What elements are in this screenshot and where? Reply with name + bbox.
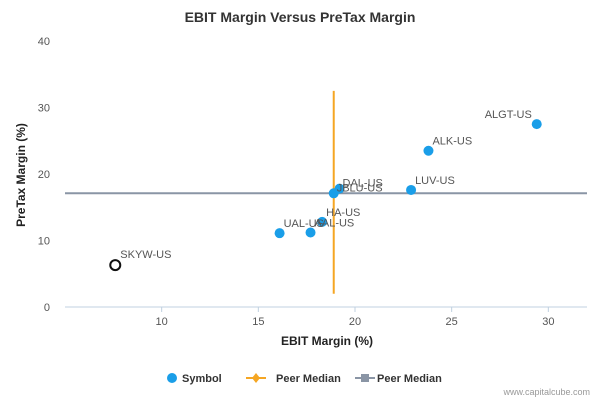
x-tick-label: 20 (349, 316, 361, 328)
data-point-label: AAL-US (315, 218, 355, 230)
credit-text: www.capitalcube.com (502, 387, 590, 397)
legend: Symbol Peer Median Peer Median (167, 373, 442, 385)
data-point-label: ALGT-US (485, 109, 532, 121)
legend-item-label: Symbol (182, 373, 222, 385)
legend-peer-median-square (361, 374, 369, 382)
data-point (328, 188, 339, 199)
plot-area: 10 15 20 25 30 0 10 20 30 40 ALGT-US ALK-US LUV-US DA… (38, 36, 587, 328)
highlight-point-label: SKYW-US (120, 249, 171, 261)
data-point (423, 145, 434, 156)
highlight-point (109, 259, 122, 272)
y-tick-label: 10 (38, 236, 50, 248)
y-axis-label: PreTax Margin (%) (14, 123, 28, 227)
x-tick-label: 25 (446, 316, 458, 328)
data-point-label: LUV-US (415, 175, 455, 187)
x-tick-label: 15 (252, 316, 264, 328)
data-point (531, 119, 542, 130)
y-tick-label: 20 (38, 169, 50, 181)
data-point (406, 184, 417, 195)
data-point-label: DAL-US (343, 178, 383, 190)
data-point (274, 228, 285, 239)
data-point-label: ALK-US (432, 136, 472, 148)
y-tick-label: 30 (38, 103, 50, 115)
data-point (305, 227, 316, 238)
data-point-label: JBLU-US (337, 182, 383, 194)
data-point-label: UAL-US (284, 218, 324, 230)
chart-title: EBIT Margin Versus PreTax Margin (185, 9, 416, 25)
y-tick-label: 40 (38, 36, 50, 48)
data-point-label: HA-US (326, 207, 360, 219)
legend-symbol-marker (167, 373, 177, 383)
x-tick-label: 10 (156, 316, 168, 328)
legend-item-label: Peer Median (276, 373, 341, 385)
legend-peer-median-diamond (252, 373, 260, 383)
y-tick-label: 0 (44, 302, 50, 314)
x-axis-label: EBIT Margin (%) (281, 334, 373, 348)
x-tick-label: 30 (542, 316, 554, 328)
data-point (317, 216, 328, 227)
legend-item-label: Peer Median (377, 373, 442, 385)
